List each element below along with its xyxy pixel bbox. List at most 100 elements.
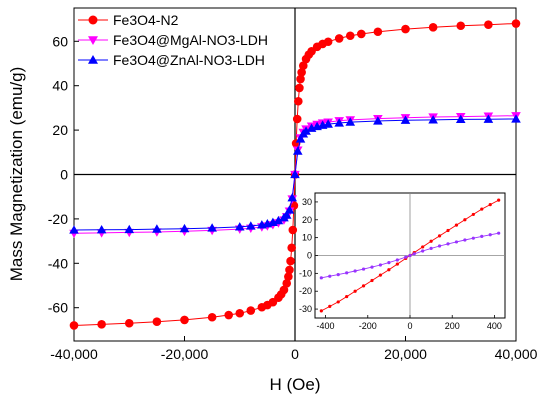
data-point [298,61,308,71]
inset-data-point [378,273,383,277]
inset-x-tick-label: -400 [317,321,335,331]
series-3 [69,114,521,234]
data-point [323,37,333,47]
data-point [69,225,79,234]
data-point [345,31,355,41]
y-tick-label: -20 [48,211,68,227]
inset-y-tick-label: -10 [299,268,312,278]
inset-x-tick-label: -200 [359,321,377,331]
inset-data-point [408,253,412,258]
inset-data-point [429,239,433,243]
inset-data-point [361,284,366,288]
data-point [179,223,190,233]
inset-data-point [463,238,467,242]
data-point [69,321,79,330]
data-point [234,222,245,231]
inset-y-tick-label: -20 [299,286,312,296]
inset-data-point [429,246,433,250]
inset-data-point [370,278,374,283]
data-point [334,118,344,127]
inset-data-point [345,294,349,299]
inset-data-point [488,233,492,237]
series-1 [69,19,521,330]
x-tick-label: -20,000 [161,346,209,362]
data-point [286,256,295,266]
inset-x-tick-label: 200 [445,321,460,331]
data-point [294,96,303,106]
inset-data-point [488,203,492,207]
data-point [246,221,256,230]
inset-y-tick-label: 0 [307,251,312,261]
inset-data-point [446,242,450,246]
data-point [281,210,292,219]
inset-data-point [328,274,332,278]
x-tick-label: 20,000 [384,346,427,362]
inset-data-point [446,228,450,233]
inset-data-point [463,218,467,222]
data-point [207,312,217,322]
data-point [152,317,162,326]
y-tick-label: 20 [52,122,68,138]
inset-data-point [421,249,425,253]
data-point [287,193,298,202]
legend-label: Fe3O4-N2 [113,12,179,28]
data-point [290,169,300,179]
data-point [511,19,521,28]
inset-data-point [336,273,340,277]
data-point [284,205,295,214]
data-point [124,224,135,234]
inset-data-point [454,240,459,244]
inset-data-point [497,231,501,235]
data-point [357,29,366,39]
inset-data-point [370,265,374,269]
y-tick-label: 40 [52,78,68,94]
data-point [124,318,134,328]
y-tick-label: -40 [48,255,68,271]
data-point [288,225,298,235]
y-tick-label: 60 [52,33,68,49]
inset-data-point [353,269,357,273]
inset-y-tick-label: 20 [302,215,312,225]
data-point [511,114,521,123]
y-axis-title: Mass Magnetization (emu/g) [7,67,26,281]
data-point [97,320,106,329]
inset-data-point [328,304,332,308]
data-point [345,117,356,126]
inset-data-point [345,271,349,275]
inset-data-point [437,244,442,248]
legend: Fe3O4-N2 Fe3O4@MgAl-NO3-LDH Fe3O4@ZnAl-NO3… [78,12,268,68]
legend-label: Fe3O4@MgAl-NO3-LDH [113,32,268,48]
data-point [282,278,292,288]
inset-data-point [336,300,340,304]
inset-x-tick-label: 400 [487,321,502,331]
y-tick-label: 0 [60,167,68,183]
data-point [373,116,383,125]
data-point [207,223,217,232]
data-point [400,115,411,124]
inset-data-point [319,276,323,280]
inset-data-point [497,198,501,202]
x-axis-title: H (Oe) [270,375,321,394]
inset-data-point [319,309,323,313]
x-tick-label: -40,000 [50,346,98,362]
inset-data-point [412,252,416,256]
data-point [334,34,344,43]
data-point [152,224,162,233]
inset-data-point [480,207,484,211]
inset-data-point [454,223,459,227]
data-point [273,215,284,225]
data-point [279,285,289,295]
data-point [284,272,293,281]
legend-label: Fe3O4@ZnAl-NO3-LDH [113,52,265,68]
legend-marker [88,36,98,45]
data-point [456,21,466,31]
data-point [428,23,438,32]
inset-data-point [378,263,383,267]
inset-series-2 [319,231,501,280]
inset-y-tick-label: 10 [302,233,312,243]
data-point [295,134,306,143]
data-point [428,115,438,124]
inset-x-tick-label: 0 [407,321,412,331]
data-point [235,308,245,318]
legend-marker [88,55,98,64]
